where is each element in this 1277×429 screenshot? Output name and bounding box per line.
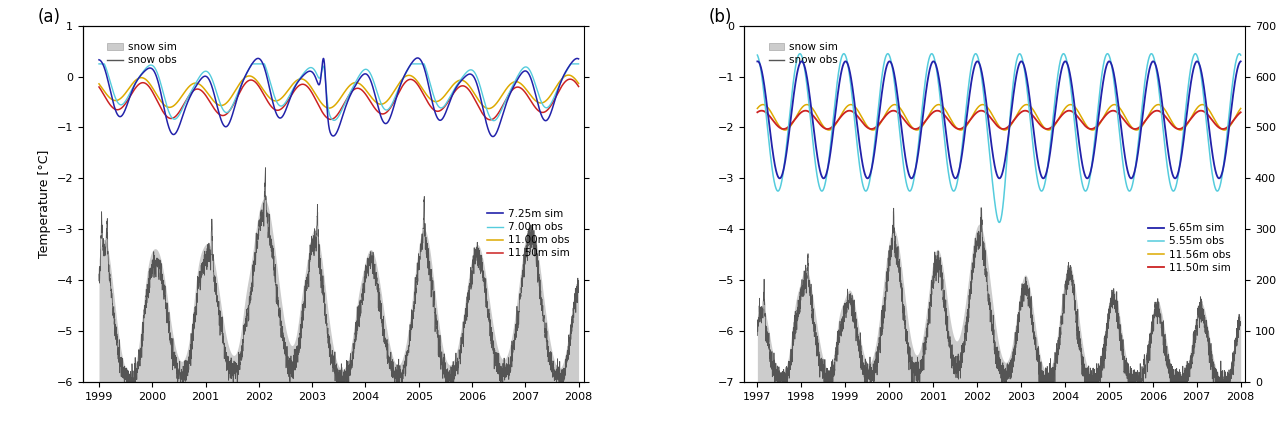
- Text: (b): (b): [709, 8, 733, 26]
- Legend: 5.65m sim, 5.55m obs, 11.56m obs, 11.50m sim: 5.65m sim, 5.55m obs, 11.56m obs, 11.50m…: [1144, 219, 1235, 277]
- Y-axis label: Temperature [°C]: Temperature [°C]: [38, 150, 51, 258]
- Legend: 7.25m sim, 7.00m obs, 11.00m obs, 11.50m sim: 7.25m sim, 7.00m obs, 11.00m obs, 11.50m…: [483, 205, 573, 263]
- Text: (a): (a): [38, 8, 61, 26]
